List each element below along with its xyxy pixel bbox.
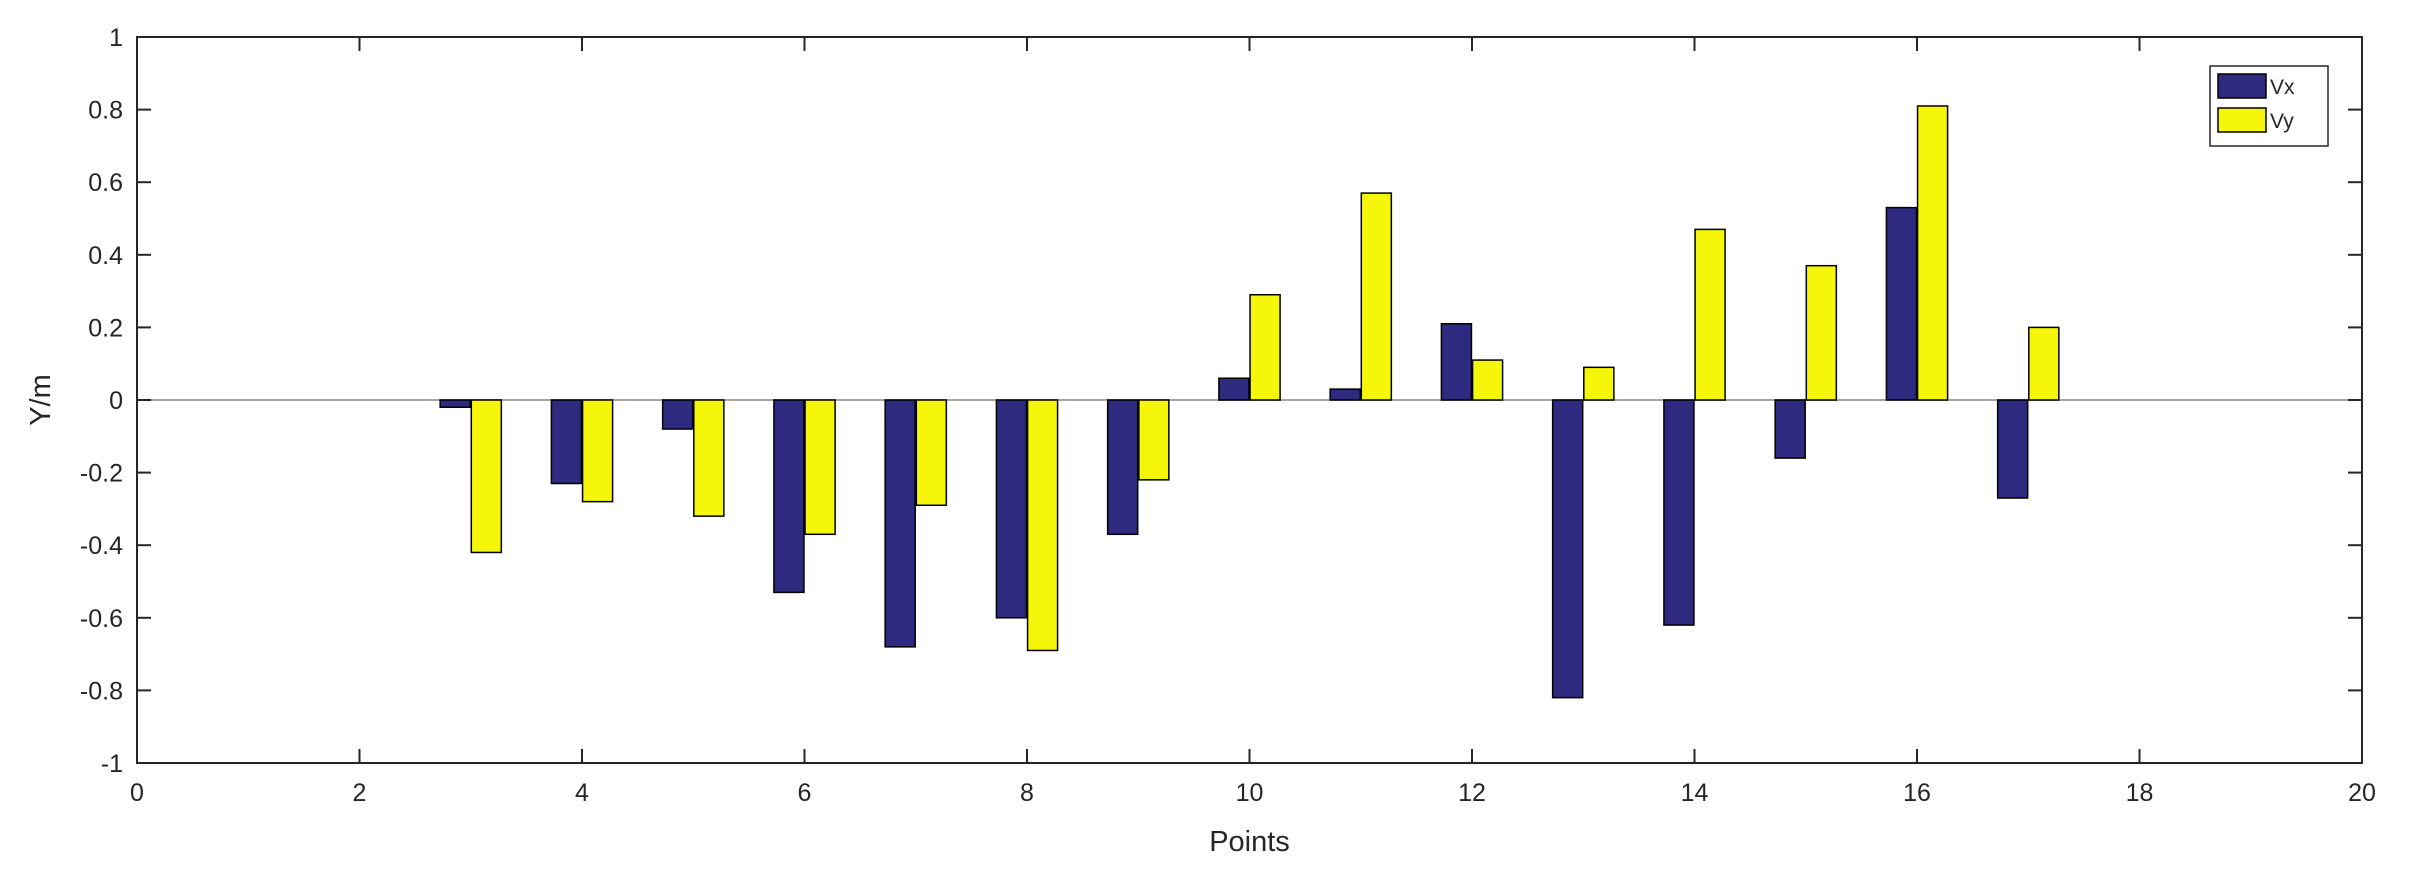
bar-vx-point-14 <box>1663 399 1695 626</box>
y-tick-label: 0.6 <box>88 169 123 197</box>
bar-vy-point-12 <box>1471 359 1504 401</box>
bar-vx-point-9 <box>1106 399 1139 536</box>
x-tick-label: 18 <box>2126 779 2154 807</box>
legend-swatch-vy <box>2217 107 2267 133</box>
y-tick-label: -0.2 <box>80 460 123 488</box>
bar-vy-point-5 <box>693 399 725 517</box>
bar-vy-point-13 <box>1583 366 1615 401</box>
legend-swatch-vx <box>2217 73 2267 99</box>
bar-vx-point-8 <box>995 399 1028 619</box>
bar-vy-point-9 <box>1138 399 1170 481</box>
x-tick-label: 20 <box>2348 779 2376 807</box>
bar-vx-point-16 <box>1885 206 1918 401</box>
legend: Vx Vy <box>2209 65 2329 147</box>
bar-vx-point-3 <box>439 399 471 409</box>
y-tick-label: 0.2 <box>88 314 123 342</box>
bar-vy-point-16 <box>1916 105 1949 401</box>
x-tick-label: 6 <box>798 779 812 807</box>
x-tick-label: 8 <box>1020 779 1034 807</box>
y-tick-label: 0.8 <box>88 97 123 125</box>
y-tick-label: -0.8 <box>80 677 123 705</box>
bar-vy-point-8 <box>1026 399 1059 652</box>
x-axis-title: Points <box>1209 826 1290 858</box>
legend-label-vy: Vy <box>2270 110 2294 133</box>
x-tick-label: 10 <box>1236 779 1264 807</box>
bar-vy-point-17 <box>2028 326 2060 401</box>
bar-vx-point-5 <box>661 399 694 430</box>
bars-layer <box>439 105 2060 699</box>
x-tick-label: 12 <box>1458 779 1486 807</box>
bar-vx-point-4 <box>550 399 583 485</box>
bar-vx-point-13 <box>1551 399 1584 699</box>
bar-vx-point-11 <box>1329 388 1361 401</box>
bar-vy-point-7 <box>915 399 948 507</box>
bar-vx-point-17 <box>1996 399 2029 499</box>
bar-vx-point-15 <box>1774 399 1806 459</box>
bar-vy-point-4 <box>581 399 614 503</box>
y-tick-label: 0 <box>109 387 123 415</box>
bar-vy-point-10 <box>1249 293 1281 401</box>
y-tick-label: -1 <box>101 750 123 778</box>
legend-label-vx: Vx <box>2270 76 2295 99</box>
bar-vy-point-14 <box>1694 228 1726 401</box>
x-tick-label: 2 <box>353 779 367 807</box>
y-tick-label: 1 <box>109 24 123 52</box>
bar-vy-point-11 <box>1360 192 1393 401</box>
x-tick-label: 14 <box>1681 779 1709 807</box>
bar-vx-point-6 <box>773 399 805 594</box>
y-tick-label: -0.4 <box>80 532 123 560</box>
bar-vy-point-3 <box>470 399 503 554</box>
bar-vx-point-10 <box>1218 377 1250 401</box>
bar-vx-point-7 <box>884 399 916 648</box>
bar-vx-point-12 <box>1440 323 1473 401</box>
y-axis-title: Y/m <box>25 374 57 426</box>
bar-vy-point-15 <box>1805 264 1838 401</box>
y-tick-label: -0.6 <box>80 605 123 633</box>
x-tick-label: 0 <box>130 779 144 807</box>
x-tick-label: 16 <box>1903 779 1931 807</box>
axes-layer: 0 2 4 6 8 10 12 14 16 18 20 -1 -0.8 -0.6 -0.4 -0.2 0 0.2 0… <box>25 24 2376 858</box>
x-tick-label: 4 <box>575 779 589 807</box>
bar-vy-point-6 <box>804 399 836 536</box>
y-tick-label: 0.4 <box>88 242 123 270</box>
